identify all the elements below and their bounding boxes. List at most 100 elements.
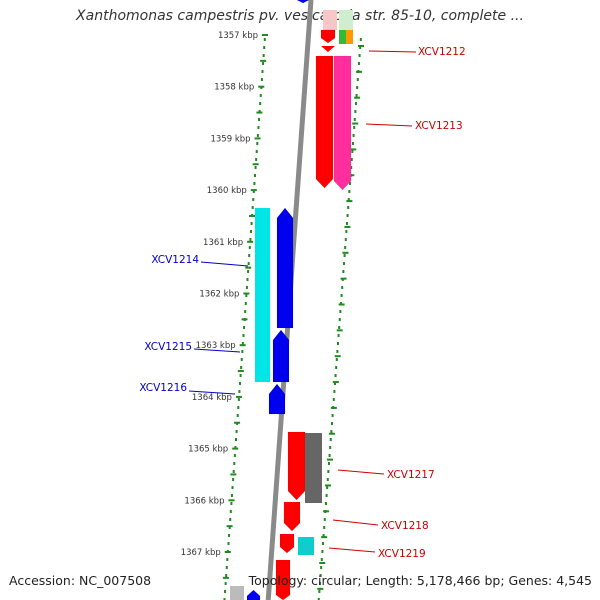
left-minor-tick <box>255 158 258 161</box>
gene-arrow-top-partial <box>296 0 310 4</box>
left-minor-tick <box>246 278 249 281</box>
right-minor-tick <box>333 390 336 393</box>
scale-label: 1363 kbp <box>196 341 236 351</box>
right-minor-tick <box>330 430 333 433</box>
gene-label: XCV1212 <box>418 46 466 58</box>
left-minor-tick <box>229 510 232 513</box>
right-major-tick <box>348 174 355 177</box>
left-minor-tick <box>239 374 242 377</box>
right-major-tick <box>325 484 332 487</box>
right-minor-tick <box>358 54 361 57</box>
right-major-tick <box>358 45 364 47</box>
left-minor-tick <box>262 62 265 65</box>
left-major-tick <box>250 189 257 192</box>
right-minor-tick <box>321 550 324 553</box>
left-minor-tick <box>227 542 230 545</box>
gene-label-leader <box>188 390 236 395</box>
right-minor-tick <box>318 590 321 593</box>
right-minor-tick <box>320 558 323 561</box>
left-major-tick <box>243 292 250 295</box>
right-major-tick <box>340 277 347 280</box>
left-major-tick <box>258 85 265 88</box>
right-minor-tick <box>334 374 337 377</box>
gene-box-top-lightgreen <box>339 10 353 30</box>
gene-arrow-red-tiny <box>321 46 335 52</box>
gene-arrow-xcv1218-red <box>283 501 301 532</box>
left-minor-tick <box>224 582 227 585</box>
gene-arrow-bottom-red <box>275 559 291 600</box>
right-minor-tick <box>354 110 357 113</box>
gene-label-leader <box>193 348 241 353</box>
left-minor-tick <box>231 486 234 489</box>
gene-box-orange-small <box>346 30 353 44</box>
scale-label: 1357 kbp <box>218 31 258 41</box>
left-minor-tick <box>252 198 255 201</box>
right-minor-tick <box>323 518 326 521</box>
right-minor-tick <box>326 486 329 489</box>
left-minor-tick <box>233 462 236 465</box>
left-minor-tick <box>244 302 247 305</box>
gene-label-leader <box>200 261 249 267</box>
gene-label-leader <box>368 50 417 53</box>
right-major-tick <box>332 381 339 384</box>
left-major-tick <box>232 447 239 450</box>
right-minor-tick <box>319 574 322 577</box>
left-major-tick <box>230 473 237 476</box>
right-minor-tick <box>359 46 362 49</box>
scale-label: 1366 kbp <box>184 496 224 506</box>
left-major-tick <box>222 576 229 579</box>
right-minor-tick <box>359 38 362 41</box>
right-minor-tick <box>345 222 348 225</box>
right-minor-tick <box>320 566 323 569</box>
right-major-tick <box>338 303 345 306</box>
left-minor-tick <box>250 222 253 225</box>
left-major-tick <box>228 499 235 502</box>
right-minor-tick <box>323 526 326 529</box>
right-major-tick <box>326 458 333 461</box>
right-major-tick <box>342 251 349 254</box>
genome-summary-text: Topology: circular; Length: 5,178,466 bp… <box>248 573 592 588</box>
left-major-tick <box>224 551 231 553</box>
right-minor-tick <box>353 118 356 121</box>
right-minor-tick <box>338 326 341 329</box>
left-minor-tick <box>225 566 228 569</box>
right-minor-tick <box>347 198 350 201</box>
left-minor-tick <box>233 454 236 457</box>
left-minor-tick <box>232 478 235 481</box>
left-minor-tick <box>259 94 262 97</box>
left-major-tick <box>256 111 263 114</box>
left-major-tick <box>235 395 242 398</box>
gene-arrow-xcv1216-blue <box>268 383 286 415</box>
gene-box-xcv1217-gray <box>305 433 322 503</box>
left-minor-tick <box>249 238 252 241</box>
left-minor-tick <box>249 230 252 233</box>
gene-label-leader <box>328 547 376 553</box>
right-major-tick <box>350 148 357 151</box>
right-minor-tick <box>332 398 335 401</box>
scale-label: 1358 kbp <box>214 83 254 93</box>
left-minor-tick <box>236 414 239 417</box>
accession-text: Accession: NC_007508 <box>9 573 152 588</box>
gene-arrow-xcv1215-blue <box>272 329 290 383</box>
left-minor-tick <box>234 446 237 449</box>
left-minor-tick <box>247 262 250 265</box>
gene-label: XCV1215 <box>144 341 192 353</box>
left-minor-tick <box>255 150 258 153</box>
left-major-tick <box>254 137 261 140</box>
right-minor-tick <box>328 454 331 457</box>
right-minor-tick <box>333 382 336 385</box>
scale-label: 1364 kbp <box>192 393 232 403</box>
left-minor-tick <box>242 334 245 337</box>
scale-label: 1360 kbp <box>207 186 247 196</box>
right-minor-tick <box>331 414 334 417</box>
left-minor-tick <box>247 270 250 273</box>
right-major-tick <box>319 562 326 564</box>
gene-box-xcv1219-teal <box>298 537 314 555</box>
right-minor-tick <box>329 446 332 449</box>
right-minor-tick <box>341 286 344 289</box>
left-minor-tick <box>263 46 266 49</box>
right-minor-tick <box>344 238 347 241</box>
map-title: Xanthomonas campestris pv. vesicatoria s… <box>76 8 524 24</box>
gene-label: XCV1217 <box>387 469 435 481</box>
left-minor-tick <box>238 390 241 393</box>
